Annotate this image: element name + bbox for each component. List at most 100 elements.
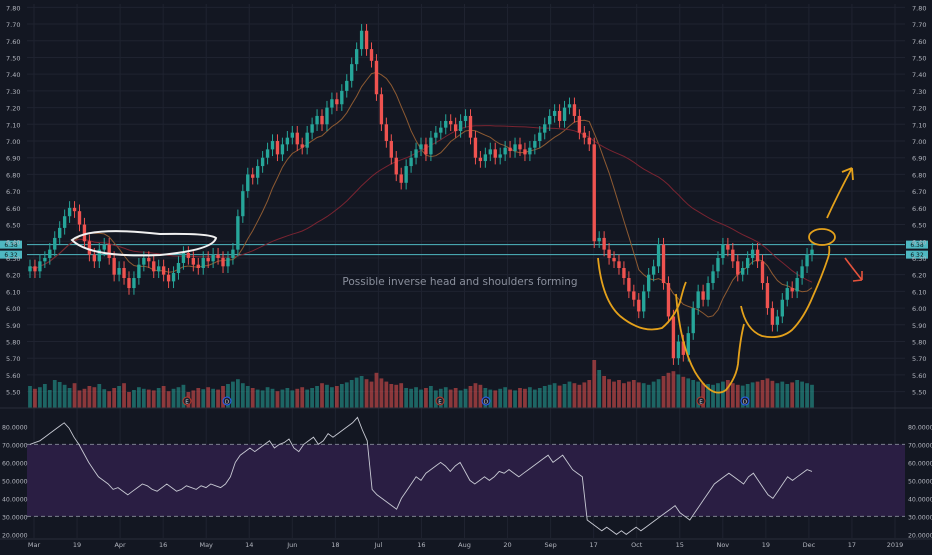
candle-body[interactable]: [117, 268, 121, 275]
candle-body[interactable]: [508, 147, 512, 152]
yellow-breakout-circle[interactable]: [808, 228, 836, 246]
yellow-right-shoulder-curve[interactable]: [740, 245, 831, 339]
candle-body[interactable]: [132, 278, 136, 289]
candle-body[interactable]: [785, 288, 789, 300]
candle-body[interactable]: [320, 115, 324, 125]
candle-body[interactable]: [444, 120, 448, 128]
candle-body[interactable]: [587, 137, 591, 145]
candle-body[interactable]: [543, 124, 547, 133]
candle-body[interactable]: [533, 141, 537, 148]
candle-body[interactable]: [48, 249, 52, 258]
candle-body[interactable]: [127, 278, 131, 289]
candle-body[interactable]: [414, 149, 418, 158]
candle-body[interactable]: [800, 266, 804, 279]
candle-body[interactable]: [226, 257, 230, 267]
candle-body[interactable]: [241, 191, 245, 217]
candle-body[interactable]: [389, 141, 393, 158]
candle-body[interactable]: [137, 264, 141, 279]
candle-body[interactable]: [736, 261, 740, 275]
candle-body[interactable]: [409, 157, 413, 167]
candle-body[interactable]: [617, 261, 621, 268]
candle-body[interactable]: [681, 341, 685, 355]
candle-body[interactable]: [513, 144, 517, 152]
candle-body[interactable]: [706, 283, 710, 300]
candle-body[interactable]: [201, 257, 205, 268]
candle-body[interactable]: [548, 115, 552, 125]
candle-body[interactable]: [394, 157, 398, 175]
candle-body[interactable]: [453, 124, 458, 131]
candle-body[interactable]: [72, 207, 77, 212]
candle-body[interactable]: [523, 149, 527, 155]
earnings-marker-icon[interactable]: [182, 396, 192, 406]
candle-body[interactable]: [646, 274, 651, 292]
candle-body[interactable]: [399, 174, 403, 183]
candle-body[interactable]: [87, 241, 92, 255]
candle-body[interactable]: [82, 224, 87, 242]
candle-body[interactable]: [552, 110, 557, 116]
candle-body[interactable]: [315, 115, 319, 125]
candle-body[interactable]: [577, 115, 582, 133]
candle-body[interactable]: [92, 254, 97, 262]
candle-body[interactable]: [122, 268, 126, 279]
candle-body[interactable]: [790, 288, 794, 292]
candle-body[interactable]: [488, 149, 492, 155]
candle-body[interactable]: [255, 166, 260, 178]
candle-body[interactable]: [686, 333, 690, 355]
candle-body[interactable]: [147, 257, 151, 262]
candle-body[interactable]: [478, 157, 483, 162]
candle-body[interactable]: [597, 237, 601, 242]
dividend-marker-icon[interactable]: [481, 396, 491, 406]
candle-body[interactable]: [775, 316, 780, 325]
earnings-marker-icon[interactable]: [696, 396, 706, 406]
candle-body[interactable]: [97, 249, 101, 262]
candle-body[interactable]: [602, 237, 606, 250]
candle-body[interactable]: [330, 99, 334, 108]
candle-body[interactable]: [721, 244, 725, 258]
candle-body[interactable]: [805, 254, 809, 267]
candle-body[interactable]: [424, 144, 428, 155]
candle-body[interactable]: [211, 254, 215, 262]
candle-body[interactable]: [567, 104, 572, 108]
candle-body[interactable]: [582, 132, 587, 138]
candle-body[interactable]: [310, 124, 314, 133]
candle-body[interactable]: [741, 268, 745, 275]
candle-body[interactable]: [206, 257, 210, 262]
candle-body[interactable]: [246, 174, 250, 192]
candle-body[interactable]: [231, 249, 235, 258]
candle-body[interactable]: [67, 207, 72, 217]
yellow-left-shoulder-curve[interactable]: [597, 257, 687, 331]
candle-body[interactable]: [622, 268, 626, 279]
candle-body[interactable]: [404, 166, 408, 183]
candle-body[interactable]: [191, 257, 196, 265]
dividend-marker-icon[interactable]: [740, 396, 750, 406]
candle-body[interactable]: [473, 137, 478, 158]
candle-body[interactable]: [483, 154, 488, 162]
candle-body[interactable]: [449, 120, 453, 125]
dividend-marker-icon[interactable]: [222, 396, 232, 406]
candle-body[interactable]: [760, 261, 765, 284]
candle-body[interactable]: [538, 132, 542, 142]
candle-body[interactable]: [186, 252, 191, 258]
candle-body[interactable]: [345, 80, 349, 91]
candle-body[interactable]: [325, 107, 329, 125]
candle-body[interactable]: [354, 49, 359, 65]
candle-body[interactable]: [671, 316, 676, 359]
candle-body[interactable]: [38, 261, 42, 272]
candle-body[interactable]: [112, 257, 116, 275]
drawn-annotations[interactable]: [70, 167, 863, 394]
candle-body[interactable]: [810, 249, 814, 255]
candle-body[interactable]: [171, 273, 176, 282]
candle-body[interactable]: [711, 271, 715, 284]
candle-body[interactable]: [364, 30, 369, 50]
candle-body[interactable]: [661, 244, 666, 284]
candle-body[interactable]: [379, 94, 384, 125]
candle-body[interactable]: [691, 308, 695, 334]
candle-body[interactable]: [770, 308, 775, 325]
candle-body[interactable]: [696, 291, 700, 309]
candle-body[interactable]: [726, 244, 730, 250]
candle-body[interactable]: [161, 266, 166, 275]
candle-body[interactable]: [300, 144, 304, 148]
candle-body[interactable]: [493, 149, 497, 158]
candle-body[interactable]: [528, 147, 532, 155]
